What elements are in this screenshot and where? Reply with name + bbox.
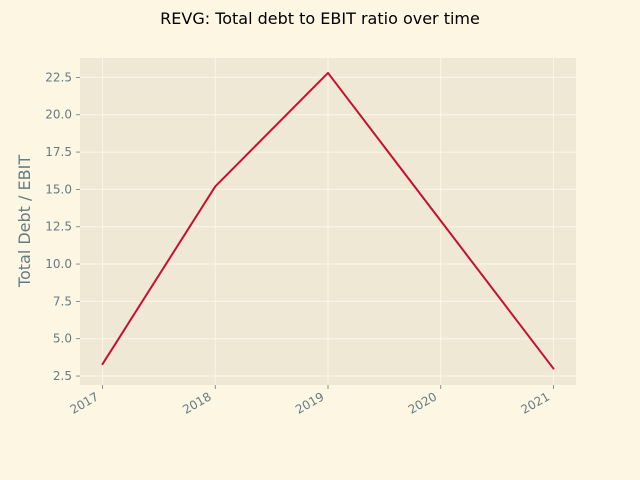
series-layer [101,71,555,370]
y-axis: 2.5 5.0 7.5 10.0 12.5 15.0 17.5 20.0 22.5 [45,70,80,383]
y-tick-label: 20.0 [45,108,72,122]
chart-title: REVG: Total debt to EBIT ratio over time [160,9,480,28]
y-tick-label: 12.5 [45,220,72,234]
x-tick-label: 2020 [406,389,439,416]
y-axis-label: Total Debt / EBIT [15,155,34,288]
x-tick-label: 2017 [68,389,101,416]
y-tick-label: 2.5 [53,369,72,383]
y-tick-label: 5.0 [53,332,72,346]
grid-lines [80,58,576,385]
y-tick-label: 17.5 [45,145,72,159]
y-tick-label: 22.5 [45,70,72,84]
y-tick-label: 7.5 [53,294,72,308]
y-tick-label: 10.0 [45,257,72,271]
y-tick-label: 15.0 [45,182,72,196]
x-axis: 2017 2018 2019 2020 2021 [68,385,554,417]
x-tick-label: 2018 [180,389,213,416]
x-tick-label: 2019 [293,389,326,416]
series-line [101,71,555,370]
x-tick-label: 2021 [519,389,552,416]
